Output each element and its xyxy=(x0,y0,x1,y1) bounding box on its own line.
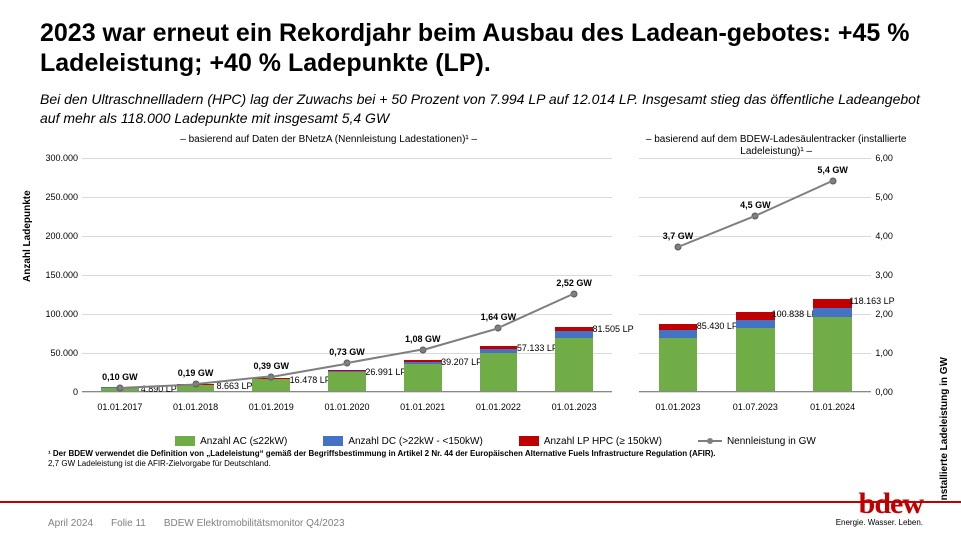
divider-line xyxy=(0,501,961,503)
footnote: ¹ Der BDEW verwendet die Definition von … xyxy=(0,447,961,470)
y-axis-label-left: Anzahl Ladepunkte xyxy=(22,190,33,282)
logo-text: bdew xyxy=(836,490,923,517)
footer-date: April 2024 xyxy=(48,518,93,529)
gw-label: 1,08 GW xyxy=(405,334,441,344)
ytick-left: 0 xyxy=(36,387,78,397)
ytick-left: 300.000 xyxy=(36,153,78,163)
legend-ac: Anzahl AC (≤22kW) xyxy=(175,436,287,447)
charts-container: – basierend auf Daten der BNetzA (Nennle… xyxy=(0,132,961,432)
xtick-date: 01.01.2024 xyxy=(810,402,855,412)
legend-hpc: Anzahl LP HPC (≥ 150kW) xyxy=(519,436,662,447)
gw-label: 5,4 GW xyxy=(817,165,848,175)
bdew-logo: bdew Energie. Wasser. Leben. xyxy=(836,490,923,527)
line-segment xyxy=(755,180,833,217)
page-subtitle: Bei den Ultraschnellladern (HPC) lag der… xyxy=(0,84,961,132)
footnote-line-2: 2,7 GW Ladeleistung ist die AFIR-Zielvor… xyxy=(48,459,921,469)
bar-group xyxy=(659,324,698,391)
ytick-left: 100.000 xyxy=(36,309,78,319)
xtick-date: 01.01.2018 xyxy=(173,402,218,412)
plot-left: 050.000100.000150.000200.000250.000300.0… xyxy=(82,158,612,392)
footer-source: BDEW Elektromobilitätsmonitor Q4/2023 xyxy=(164,518,345,529)
gw-label: 0,73 GW xyxy=(329,347,365,357)
xtick-date: 01.01.2017 xyxy=(97,402,142,412)
ytick-right: 6,00 xyxy=(875,153,907,163)
xtick-date: 01.01.2022 xyxy=(476,402,521,412)
gw-label: 2,52 GW xyxy=(556,278,592,288)
page-title: 2023 war erneut ein Rekordjahr beim Ausb… xyxy=(0,0,961,84)
xtick-date: 01.01.2023 xyxy=(655,402,700,412)
xtick-date: 01.01.2021 xyxy=(400,402,445,412)
chart-left-title: – basierend auf Daten der BNetzA (Nennle… xyxy=(34,132,623,146)
bar-group xyxy=(736,312,775,391)
footnote-line-1: ¹ Der BDEW verwendet die Definition von … xyxy=(48,449,921,459)
swatch-ac xyxy=(175,436,195,446)
lp-label: 8.663 LP xyxy=(216,381,252,391)
bar-group xyxy=(813,299,852,391)
footer: April 2024 Folie 11 BDEW Elektromobilitä… xyxy=(48,518,345,529)
lp-label: 85.430 LP xyxy=(697,321,738,331)
bar-group xyxy=(404,360,442,391)
xtick-date: 01.07.2023 xyxy=(733,402,778,412)
xtick-date: 01.01.2019 xyxy=(249,402,294,412)
footer-folie: Folie 11 xyxy=(111,518,146,529)
logo-sub: Energie. Wasser. Leben. xyxy=(836,518,923,527)
ytick-right: 1,00 xyxy=(875,348,907,358)
swatch-dc xyxy=(323,436,343,446)
chart-right: – basierend auf dem BDEW-Ladesäulentrack… xyxy=(631,132,921,432)
bar-group xyxy=(555,327,593,391)
legend-line: Nennleistung in GW xyxy=(698,436,816,447)
swatch-hpc xyxy=(519,436,539,446)
chart-left: – basierend auf Daten der BNetzA (Nennle… xyxy=(34,132,623,432)
ytick-left: 150.000 xyxy=(36,270,78,280)
ytick-right: 0,00 xyxy=(875,387,907,397)
gw-label: 0,10 GW xyxy=(102,372,138,382)
lp-label: 57.133 LP xyxy=(517,343,558,353)
plot-right: 0,001,002,003,004,005,006,0001.01.202385… xyxy=(639,158,871,392)
y-axis-label-right: Installierte Ladeleistung in GW xyxy=(939,357,950,503)
lp-label: 118.163 LP xyxy=(849,296,894,306)
legend-hpc-label: Anzahl LP HPC (≥ 150kW) xyxy=(544,436,662,447)
gw-label: 3,7 GW xyxy=(663,231,694,241)
bar-group xyxy=(328,370,366,391)
bar-group xyxy=(480,346,518,391)
lp-label: 26.991 LP xyxy=(365,367,406,377)
legend-dc-label: Anzahl DC (>22kW - <150kW) xyxy=(348,436,483,447)
ytick-left: 250.000 xyxy=(36,192,78,202)
gw-label: 0,19 GW xyxy=(178,368,214,378)
legend-line-label: Nennleistung in GW xyxy=(727,436,816,447)
lp-label: 39.207 LP xyxy=(441,357,482,367)
lp-label: 100.838 LP xyxy=(772,309,818,319)
ytick-right: 3,00 xyxy=(875,270,907,280)
line-segment xyxy=(498,293,575,329)
lp-label: 16.478 LP xyxy=(290,375,331,385)
ytick-left: 200.000 xyxy=(36,231,78,241)
ytick-right: 2,00 xyxy=(875,309,907,319)
lp-label: 81.505 LP xyxy=(593,324,634,334)
legend-ac-label: Anzahl AC (≤22kW) xyxy=(200,436,287,447)
ytick-right: 4,00 xyxy=(875,231,907,241)
legend: Anzahl AC (≤22kW) Anzahl DC (>22kW - <15… xyxy=(0,432,961,447)
swatch-line xyxy=(698,440,722,442)
xtick-date: 01.01.2020 xyxy=(324,402,369,412)
ytick-left: 50.000 xyxy=(36,348,78,358)
xtick-date: 01.01.2023 xyxy=(552,402,597,412)
ytick-right: 5,00 xyxy=(875,192,907,202)
gw-label: 0,39 GW xyxy=(254,361,290,371)
legend-dc: Anzahl DC (>22kW - <150kW) xyxy=(323,436,483,447)
